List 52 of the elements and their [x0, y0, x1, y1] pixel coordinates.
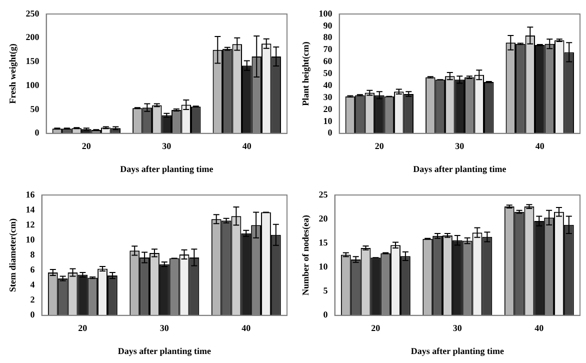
y-tick-label: 2: [30, 294, 36, 305]
x-tick-label: 20: [78, 323, 88, 334]
y-tick-label: 90: [323, 20, 333, 30]
y-tick-label: 0: [328, 128, 333, 138]
y-tick-label: 10: [26, 234, 36, 244]
y-tick-label: 50: [323, 68, 333, 78]
y-tick-label: 4: [30, 280, 36, 290]
y-tick-label: 10: [323, 116, 333, 126]
y-axis-title: Number of nodes(ea): [300, 215, 311, 296]
x-tick-label: 30: [455, 141, 465, 152]
x-tick-label: 40: [242, 323, 252, 334]
x-axis-title: Days after planting time: [120, 164, 214, 174]
y-tick-label: 100: [318, 8, 333, 18]
y-axis-title: Stem diameter(cm): [8, 218, 18, 292]
y-tick-label: 14: [26, 204, 36, 214]
y-tick-label: 70: [323, 44, 333, 54]
x-tick-label: 30: [160, 323, 170, 334]
y-axis-title: Plant height(cm): [300, 42, 311, 106]
y-tick-label: 40: [323, 80, 333, 90]
x-tick-label: 20: [374, 141, 384, 152]
y-axis-title: Fresh weight(g): [8, 44, 18, 104]
y-tick-label: 20: [318, 213, 328, 224]
x-tick-label: 20: [82, 141, 92, 152]
y-tick-label: 25: [318, 189, 328, 200]
x-tick-label: 40: [535, 141, 545, 152]
y-tick-label: 150: [26, 56, 40, 66]
y-tick-label: 0: [30, 310, 36, 320]
y-tick-label: 16: [26, 189, 36, 200]
y-tick-label: 20: [323, 104, 333, 114]
y-tick-label: 50: [30, 104, 40, 114]
x-tick-label: 40: [534, 323, 544, 334]
x-tick-label: 30: [162, 141, 172, 152]
x-tick-label: 40: [242, 141, 252, 152]
y-tick-label: 15: [318, 237, 328, 248]
x-axis-title: Days after planting time: [410, 346, 504, 356]
y-tick-label: 10: [318, 262, 328, 272]
x-axis-title: Days after planting time: [118, 346, 211, 356]
y-tick-label: 0: [34, 128, 40, 138]
y-tick-label: 12: [26, 219, 36, 230]
y-tick-label: 100: [26, 80, 40, 90]
y-tick-label: 6: [30, 264, 36, 275]
y-tick-label: 60: [323, 56, 333, 66]
y-tick-label: 8: [30, 250, 36, 260]
x-tick-label: 30: [452, 323, 462, 334]
y-tick-label: 250: [26, 8, 40, 18]
y-tick-label: 0: [323, 310, 328, 320]
x-tick-label: 20: [371, 323, 381, 334]
y-tick-label: 30: [323, 92, 333, 102]
x-axis-title: Days after planting time: [413, 164, 506, 174]
y-tick-label: 200: [26, 32, 40, 42]
y-tick-label: 80: [323, 32, 333, 42]
y-tick-label: 5: [323, 286, 328, 296]
